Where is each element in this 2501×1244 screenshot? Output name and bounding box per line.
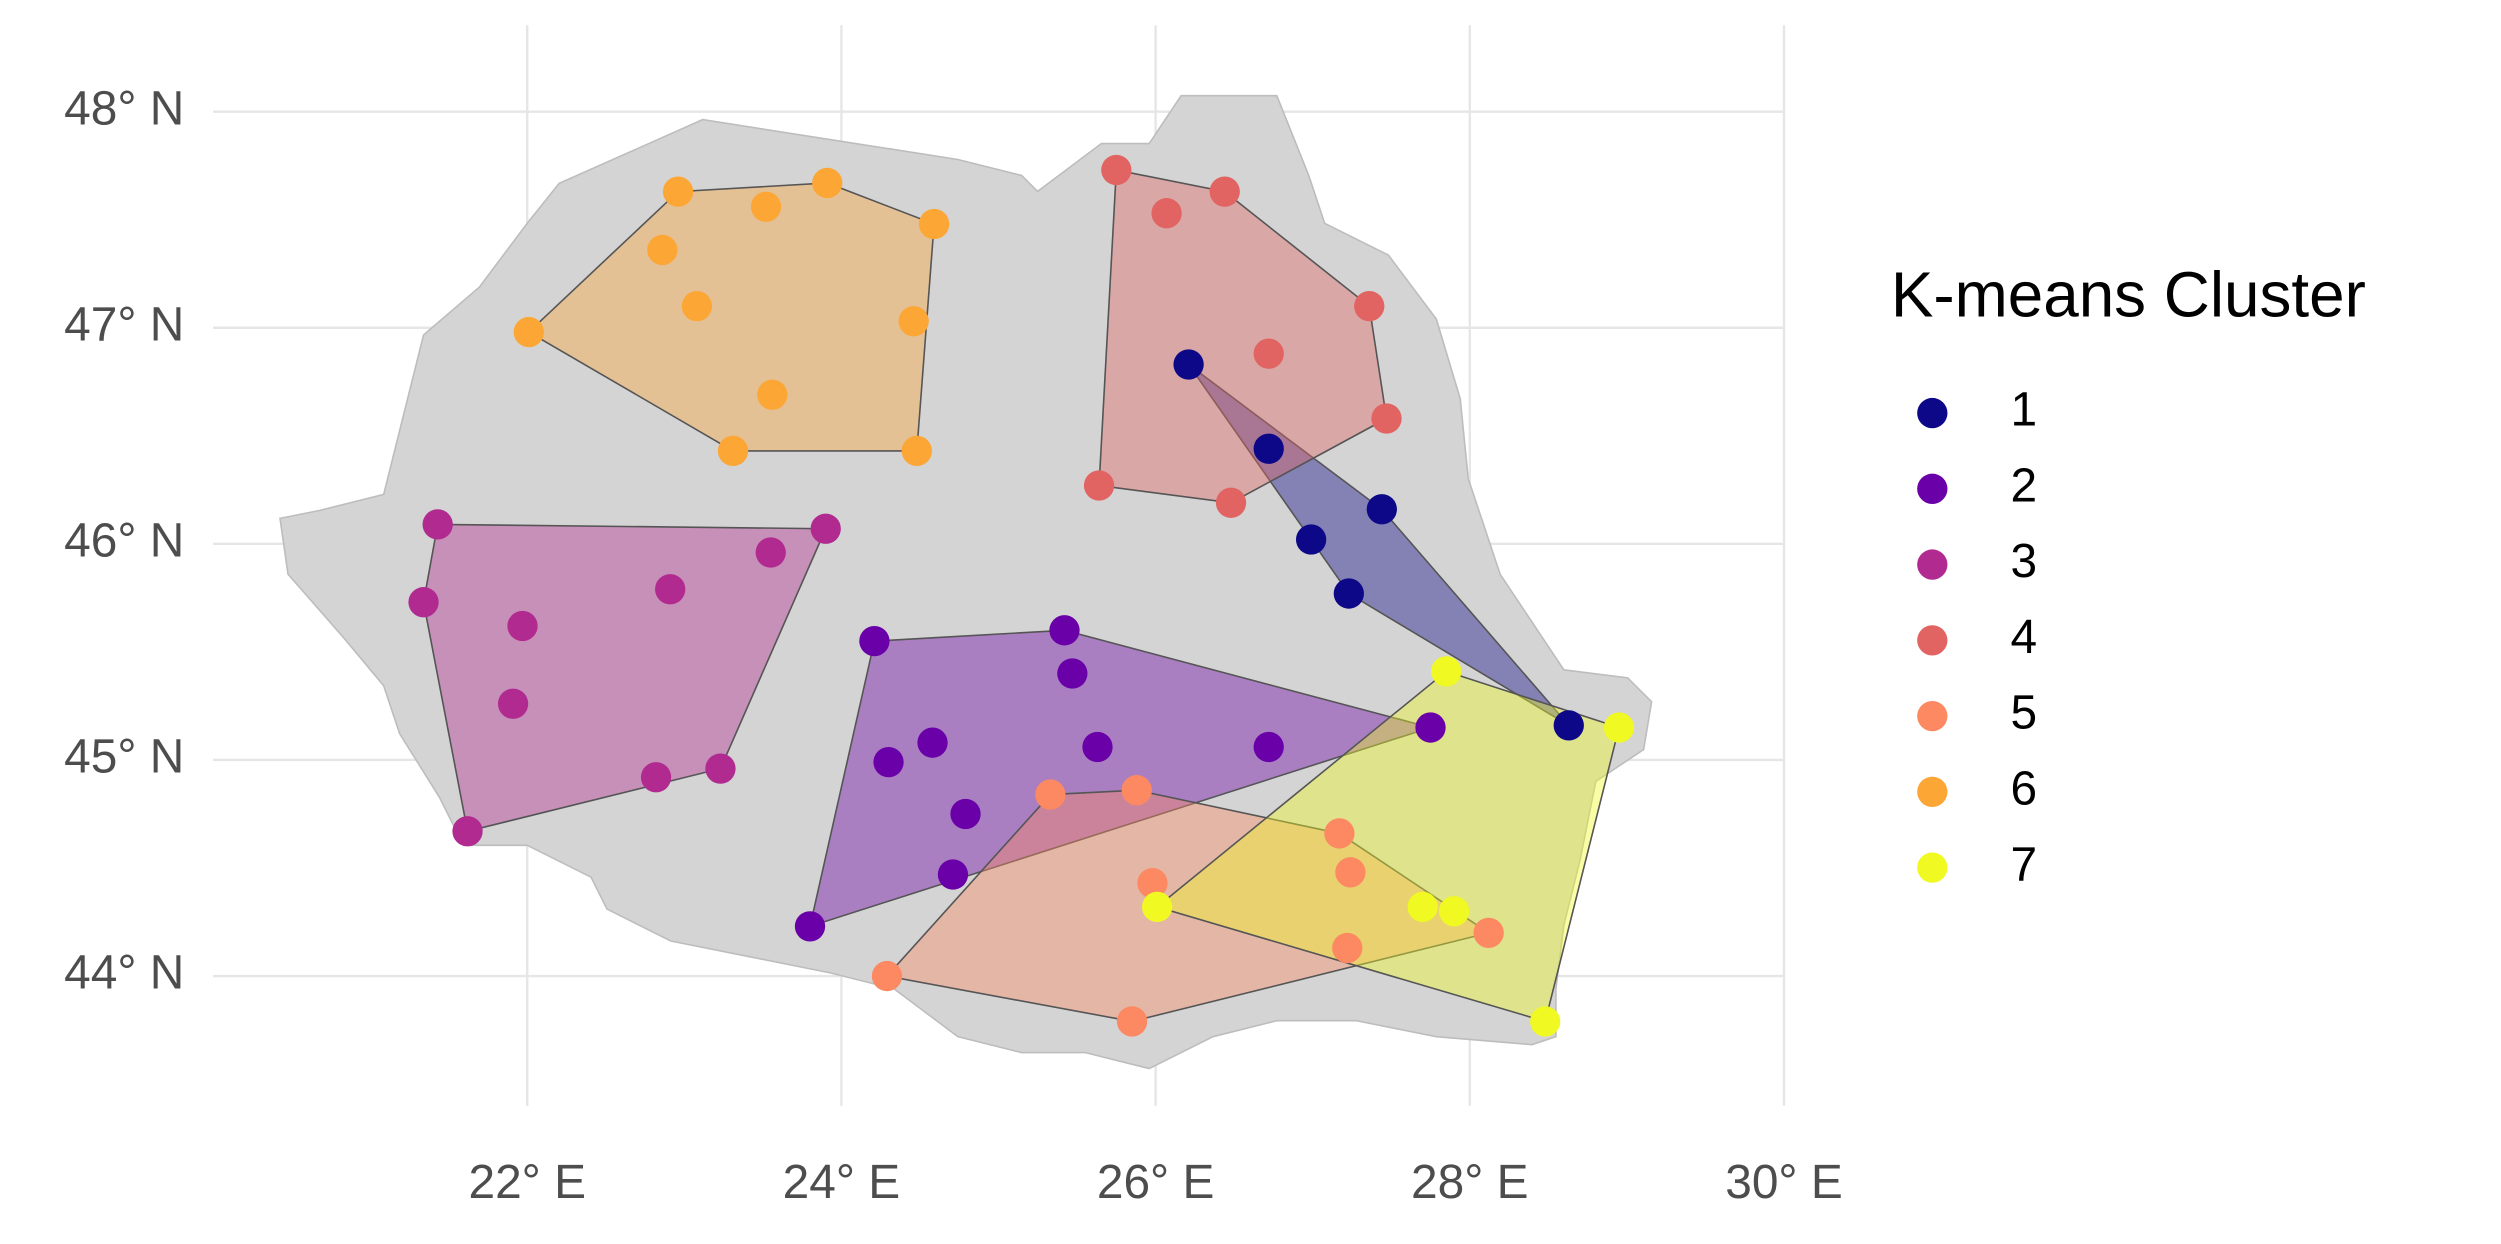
point bbox=[794, 911, 826, 942]
x-tick-label: 30° E bbox=[1725, 1156, 1843, 1209]
point bbox=[1253, 731, 1284, 763]
point bbox=[1137, 867, 1168, 899]
x-tick-label: 26° E bbox=[1097, 1156, 1215, 1209]
legend-label: 7 bbox=[2010, 838, 2037, 891]
point bbox=[1035, 779, 1066, 810]
legend-label: 3 bbox=[2010, 535, 2037, 588]
point bbox=[1407, 891, 1438, 923]
legend-title: K-means Cluster bbox=[1891, 259, 2366, 331]
point bbox=[937, 859, 969, 890]
x-tick-label: 24° E bbox=[783, 1156, 901, 1209]
point bbox=[513, 316, 544, 348]
point bbox=[1553, 710, 1584, 741]
point bbox=[917, 727, 948, 758]
legend-label: 6 bbox=[2010, 762, 2037, 815]
point bbox=[1603, 712, 1635, 743]
point bbox=[1295, 524, 1327, 555]
point bbox=[452, 816, 483, 847]
point bbox=[812, 167, 843, 199]
point bbox=[647, 234, 678, 266]
point bbox=[871, 960, 903, 992]
y-tick-label: 46° N bbox=[64, 514, 184, 567]
legend-marker bbox=[1917, 473, 1948, 504]
point bbox=[717, 435, 749, 467]
point bbox=[1438, 896, 1470, 927]
point bbox=[859, 625, 890, 657]
point bbox=[1142, 891, 1173, 923]
point bbox=[1366, 494, 1397, 525]
point bbox=[1209, 176, 1240, 207]
point bbox=[1151, 198, 1182, 229]
y-tick-label: 44° N bbox=[64, 947, 184, 1000]
point bbox=[898, 306, 929, 337]
point bbox=[1333, 578, 1364, 609]
legend-marker bbox=[1917, 625, 1948, 656]
point bbox=[497, 688, 529, 719]
point bbox=[1057, 658, 1088, 689]
point bbox=[1049, 615, 1080, 646]
point bbox=[1332, 932, 1363, 964]
points bbox=[408, 154, 1635, 1037]
point bbox=[1082, 731, 1113, 763]
point bbox=[901, 435, 932, 467]
point bbox=[662, 176, 694, 207]
y-tick-label: 45° N bbox=[64, 731, 184, 784]
point bbox=[1415, 712, 1446, 743]
legend-label: 2 bbox=[2010, 459, 2037, 512]
legend-marker bbox=[1917, 549, 1948, 580]
point bbox=[1083, 470, 1115, 501]
x-tick-label: 22° E bbox=[468, 1156, 586, 1209]
point bbox=[1173, 349, 1204, 380]
point bbox=[408, 587, 439, 618]
point bbox=[755, 537, 786, 568]
y-tick-label: 48° N bbox=[64, 82, 184, 135]
point bbox=[950, 798, 981, 830]
point bbox=[1371, 403, 1402, 434]
point bbox=[681, 290, 713, 322]
legend-label: 4 bbox=[2010, 611, 2037, 664]
legend-marker bbox=[1917, 776, 1948, 808]
legend-label: 5 bbox=[2010, 687, 2037, 740]
point bbox=[1253, 338, 1284, 369]
point bbox=[705, 753, 736, 784]
legend-marker bbox=[1917, 852, 1948, 883]
point bbox=[873, 746, 904, 778]
y-tick-label: 47° N bbox=[64, 298, 184, 351]
point bbox=[918, 208, 950, 240]
point bbox=[422, 509, 453, 540]
point bbox=[1335, 857, 1366, 888]
point bbox=[1473, 917, 1504, 948]
point bbox=[1431, 656, 1462, 687]
point bbox=[1324, 818, 1355, 849]
legend-label: 1 bbox=[2010, 384, 2037, 437]
point bbox=[1253, 433, 1284, 464]
legend-marker bbox=[1917, 397, 1948, 429]
point bbox=[1215, 487, 1247, 518]
point bbox=[655, 574, 686, 605]
point bbox=[1116, 1006, 1148, 1037]
point bbox=[1121, 775, 1152, 806]
x-tick-label: 28° E bbox=[1411, 1156, 1529, 1209]
romania-outline bbox=[279, 94, 1653, 1070]
legend-marker bbox=[1917, 700, 1948, 732]
point bbox=[640, 762, 672, 793]
point bbox=[1354, 290, 1385, 322]
point bbox=[507, 610, 538, 642]
point bbox=[1530, 1006, 1561, 1037]
legend: 1 2 3 4 5 6 7 bbox=[1917, 384, 2037, 891]
point bbox=[757, 379, 788, 410]
point bbox=[810, 513, 841, 544]
point bbox=[750, 191, 782, 222]
point bbox=[1101, 154, 1132, 186]
